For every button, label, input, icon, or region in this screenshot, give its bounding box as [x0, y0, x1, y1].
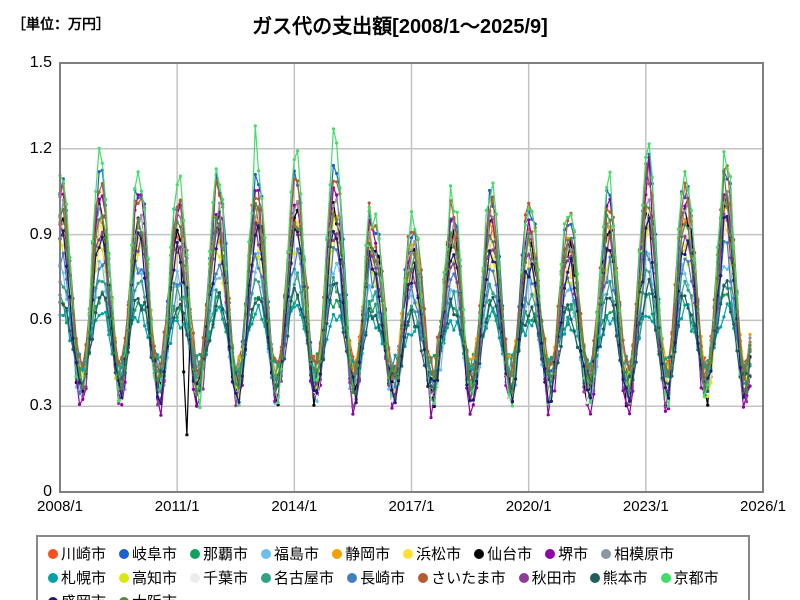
legend-label: 堺市: [558, 546, 589, 563]
legend-item: 大阪市: [119, 591, 177, 600]
legend-label: 福島市: [274, 546, 320, 563]
legend-label: 盛岡市: [61, 591, 106, 600]
y-tick-label: 1.5: [29, 54, 52, 71]
legend-marker-icon: [403, 548, 414, 559]
legend-marker-icon: [347, 572, 358, 583]
legend-label: 那覇市: [203, 546, 249, 563]
legend-marker-icon: [48, 548, 58, 559]
legend-label: 札幌市: [61, 570, 107, 587]
legend-marker-icon: [660, 572, 671, 583]
legend-item: 京都市: [660, 567, 719, 588]
legend-item: 浜松市: [403, 543, 461, 564]
legend-label: 高知市: [132, 570, 178, 587]
legend-marker-icon: [601, 548, 612, 559]
legend-item: 札幌市: [48, 567, 106, 588]
x-tick-label: 2023/1: [622, 498, 669, 515]
legend-marker-icon: [261, 548, 272, 559]
legend-item: 熊本市: [589, 567, 648, 588]
chart-title: ガス代の支出額[2008/1～2025/9]: [252, 16, 548, 38]
legend-label: 千葉市: [203, 570, 249, 587]
x-tick-label: 2017/1: [388, 498, 435, 515]
legend-label: 静岡市: [345, 546, 391, 563]
legend-label: 仙台市: [487, 546, 533, 563]
legend-item: 名古屋市: [261, 567, 334, 588]
x-tick-label: 2008/1: [37, 498, 83, 515]
legend-label: 浜松市: [416, 546, 462, 563]
legend-item: 那覇市: [190, 543, 248, 564]
legend-label: 岐阜市: [132, 546, 178, 563]
legend-label: 川崎市: [61, 546, 107, 563]
x-tick-label: 2026/1: [740, 498, 786, 515]
legend-item: 岐阜市: [119, 543, 177, 564]
legend-label: 長崎市: [360, 570, 406, 587]
legend-marker-icon: [190, 572, 201, 583]
legend-marker-icon: [474, 548, 485, 559]
legend-label: 秋田市: [531, 570, 577, 587]
line-chart-plot: [58, 62, 764, 493]
legend-item: 盛岡市: [48, 591, 106, 600]
legend-label: 大阪市: [132, 591, 177, 600]
legend-item: 長崎市: [347, 567, 405, 588]
y-tick-label: 0: [43, 483, 52, 500]
legend-item: 相模原市: [601, 543, 674, 564]
legend-marker-icon: [332, 548, 343, 559]
unit-label: ［単位：万円］: [12, 16, 110, 32]
legend-item: 福島市: [261, 543, 319, 564]
legend-label: 京都市: [673, 570, 719, 587]
legend-marker-icon: [119, 572, 130, 583]
legend-label: 名古屋市: [274, 570, 335, 587]
legend-label: 熊本市: [602, 570, 648, 587]
legend-item: さいたま市: [418, 567, 506, 588]
legend-item: 高知市: [119, 567, 177, 588]
legend-marker-icon: [589, 572, 600, 583]
legend-item: 堺市: [545, 543, 588, 564]
x-tick-label: 2014/1: [271, 498, 318, 515]
legend-item: 川崎市: [48, 543, 106, 564]
legend-item: 静岡市: [332, 543, 390, 564]
plot-border: [59, 62, 764, 493]
legend-item: 仙台市: [474, 543, 532, 564]
legend-label: 相模原市: [614, 546, 675, 563]
legend-marker-icon: [261, 572, 272, 583]
y-tick-label: 1.2: [29, 139, 52, 157]
legend-item: 秋田市: [518, 567, 577, 588]
x-tick-label: 2020/1: [505, 498, 552, 515]
legend-marker-icon: [418, 572, 429, 583]
legend-label: さいたま市: [431, 570, 506, 587]
x-tick-label: 2011/1: [154, 498, 200, 515]
legend-marker-icon: [48, 572, 58, 583]
legend-marker-icon: [119, 596, 130, 600]
legend-item: 千葉市: [190, 567, 248, 588]
y-tick-label: 0.9: [29, 225, 52, 243]
legend-marker-icon: [518, 572, 529, 583]
legend-box: 川崎市 岐阜市 那覇市 福島市 静岡市 浜松市 仙台市 堺市 相模原市札幌市 高知市 千葉市 名古屋市…: [36, 535, 750, 600]
legend-marker-icon: [545, 548, 556, 559]
legend-marker-icon: [48, 596, 58, 600]
legend-marker-icon: [190, 548, 201, 559]
y-tick-label: 0.3: [29, 397, 52, 415]
y-tick-label: 0.6: [29, 311, 52, 329]
legend-marker-icon: [119, 548, 130, 559]
